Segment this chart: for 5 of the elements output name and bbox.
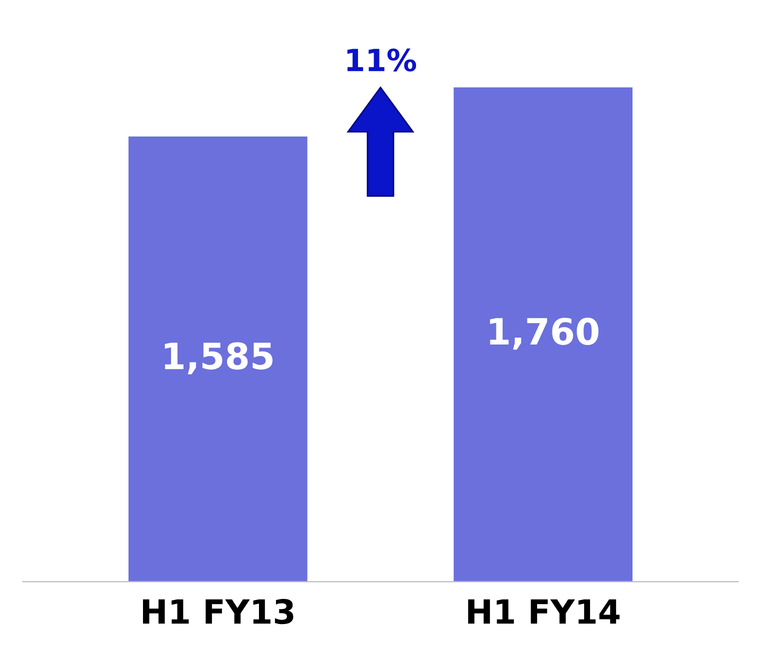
- x-tick-label: H1 FY14: [468, 599, 620, 624]
- data-label: 1,585: [164, 342, 273, 374]
- data-label: 1,760: [490, 318, 598, 350]
- text: 11%: [347, 48, 416, 72]
- x-tick-label: H1 FY13: [142, 598, 294, 624]
